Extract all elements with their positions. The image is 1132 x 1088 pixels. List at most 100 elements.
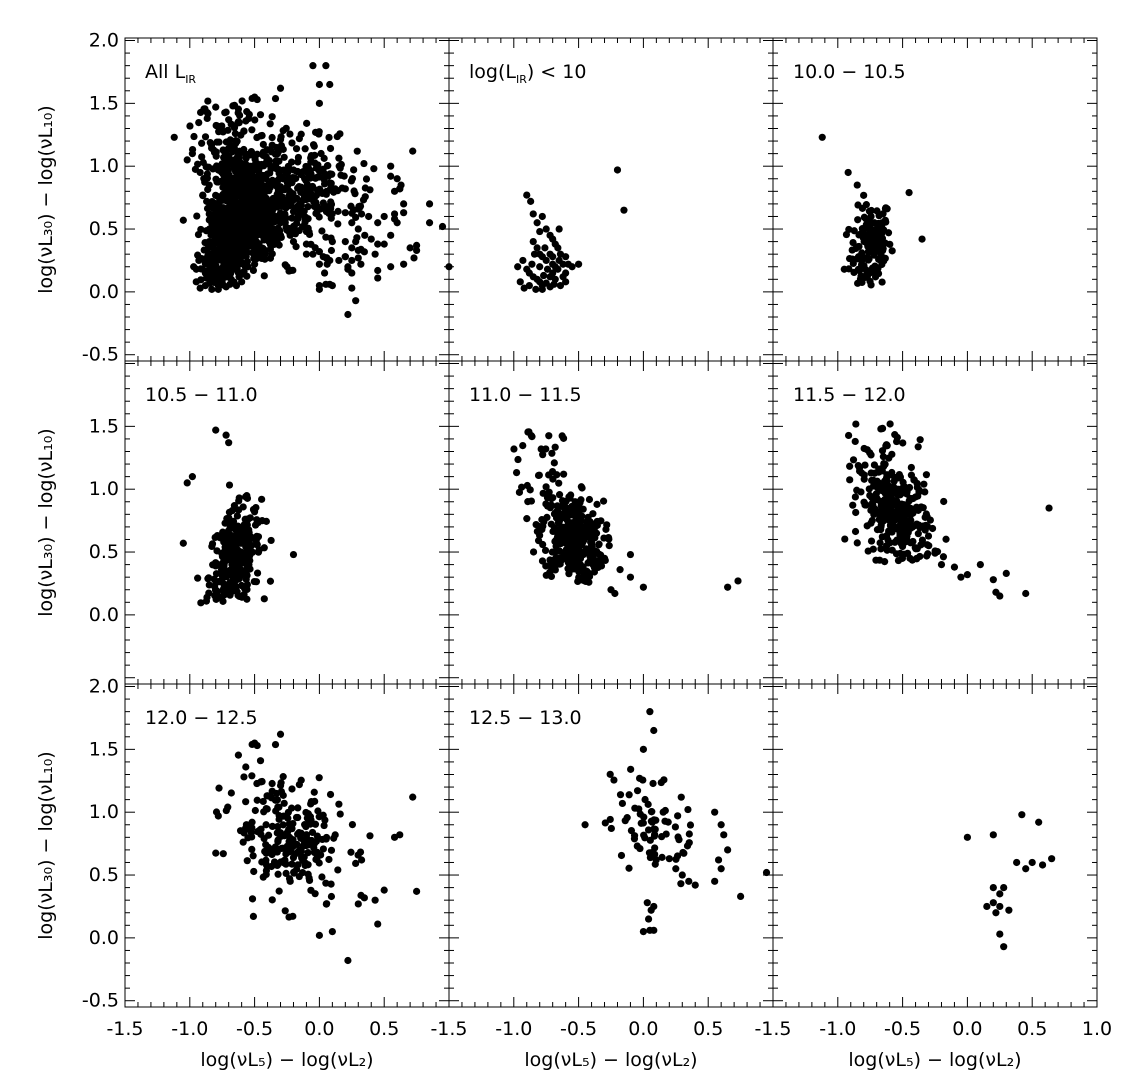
- data-point: [243, 857, 251, 865]
- data-point: [268, 779, 276, 788]
- data-point: [922, 510, 930, 518]
- data-point: [882, 506, 890, 514]
- data-point: [288, 214, 296, 222]
- data-point: [293, 205, 302, 214]
- data-point: [279, 211, 288, 219]
- data-point: [651, 850, 659, 858]
- data-point: [527, 497, 536, 505]
- data-point: [852, 244, 860, 252]
- data-point: [251, 806, 259, 815]
- data-point: [890, 477, 898, 485]
- data-point: [286, 130, 294, 138]
- data-point: [210, 252, 218, 260]
- data-point: [240, 183, 248, 191]
- data-point: [890, 501, 898, 509]
- data-point: [354, 254, 362, 262]
- data-point: [271, 94, 280, 103]
- data-point: [297, 829, 305, 837]
- data-point: [600, 554, 609, 562]
- data-point: [212, 849, 220, 857]
- data-point: [639, 745, 648, 753]
- data-point: [878, 424, 886, 433]
- data-point: [213, 531, 222, 540]
- data-point: [214, 166, 222, 174]
- data-point: [562, 278, 570, 286]
- data-point: [1028, 858, 1036, 867]
- data-point: [562, 269, 570, 277]
- x-tick-label: -1.0: [819, 1018, 856, 1040]
- data-point: [321, 816, 329, 824]
- data-point: [197, 276, 205, 284]
- data-point: [230, 258, 238, 266]
- data-point: [906, 494, 914, 502]
- data-point: [234, 105, 243, 113]
- data-point: [677, 793, 685, 801]
- data-point: [937, 561, 946, 569]
- data-point: [356, 203, 364, 211]
- data-point: [893, 512, 901, 520]
- panel-label: 12.0 − 12.5: [145, 707, 258, 729]
- data-point: [337, 160, 345, 169]
- data-point: [908, 556, 916, 564]
- data-point: [896, 491, 904, 499]
- data-point: [348, 284, 356, 292]
- data-point: [568, 263, 576, 271]
- data-point: [311, 244, 319, 252]
- data-point: [561, 512, 569, 521]
- data-point: [194, 230, 203, 239]
- panel-label: 10.0 − 10.5: [793, 61, 906, 83]
- data-point: [215, 138, 223, 146]
- data-point: [514, 263, 522, 271]
- data-point: [230, 124, 239, 132]
- data-point: [579, 505, 587, 513]
- data-point: [282, 124, 290, 132]
- data-point: [222, 138, 231, 146]
- data-point: [250, 221, 258, 230]
- data-point: [276, 829, 285, 837]
- data-point: [560, 470, 568, 478]
- data-point: [533, 244, 541, 252]
- data-point: [879, 453, 887, 461]
- data-point: [597, 517, 605, 525]
- data-point: [848, 255, 857, 263]
- data-point: [545, 432, 553, 440]
- y-tick-label: 2.0: [89, 676, 119, 698]
- data-point: [188, 145, 197, 154]
- data-point: [195, 118, 203, 127]
- data-point: [260, 272, 268, 280]
- data-point: [320, 180, 329, 188]
- data-point: [228, 216, 236, 224]
- data-point: [530, 250, 539, 258]
- data-point: [327, 880, 335, 888]
- data-point: [585, 495, 594, 504]
- data-point: [229, 222, 237, 230]
- data-point: [548, 548, 556, 556]
- data-point: [307, 836, 316, 845]
- data-point: [542, 225, 550, 233]
- y-tick-label: 1.0: [89, 478, 119, 500]
- data-point: [928, 524, 937, 533]
- point-group: [818, 133, 926, 289]
- data-point: [204, 244, 212, 252]
- data-point: [691, 881, 699, 889]
- y-tick-label: 0.0: [89, 927, 119, 949]
- data-point: [286, 187, 294, 195]
- data-point: [319, 845, 327, 853]
- data-point: [888, 546, 896, 554]
- data-point: [529, 210, 537, 218]
- data-point: [271, 150, 280, 158]
- data-point: [280, 799, 288, 807]
- data-point: [587, 541, 596, 549]
- data-point: [380, 212, 388, 221]
- data-point: [265, 831, 273, 839]
- data-point: [293, 194, 301, 202]
- data-point: [923, 541, 931, 549]
- data-point: [413, 246, 421, 255]
- data-point: [275, 887, 283, 895]
- data-point: [319, 253, 327, 261]
- data-point: [227, 789, 235, 797]
- data-point: [341, 185, 349, 193]
- data-point: [563, 541, 572, 549]
- data-point: [616, 791, 625, 799]
- data-point: [294, 215, 302, 223]
